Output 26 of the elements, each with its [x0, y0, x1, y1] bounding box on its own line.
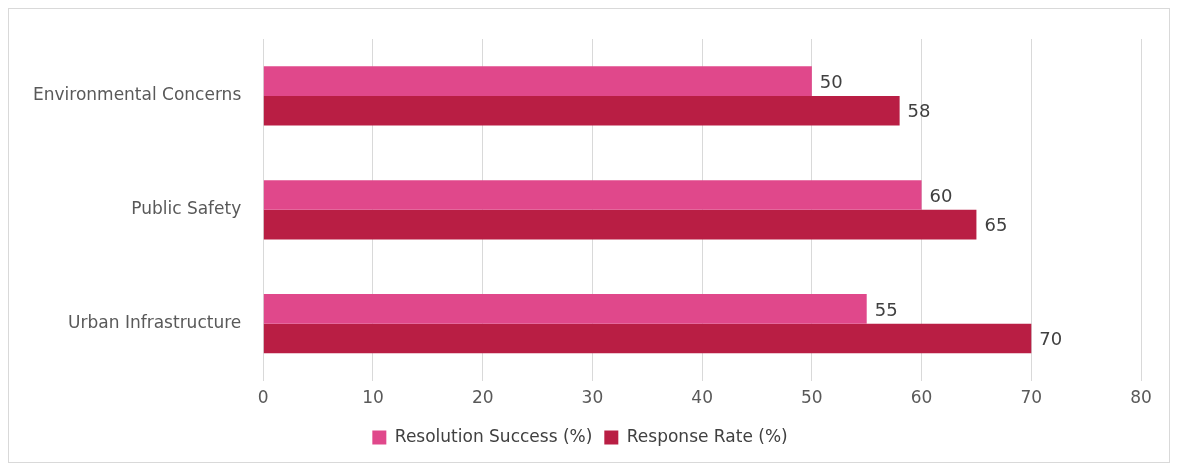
legend-label: Response Rate (%) — [626, 425, 788, 446]
x-tick-label: 80 — [1130, 387, 1152, 408]
x-tick-label: 10 — [362, 387, 384, 408]
legend-label: Resolution Success (%) — [394, 425, 593, 446]
bar — [263, 323, 1032, 354]
data-label: 58 — [907, 100, 931, 122]
bar — [263, 95, 900, 126]
x-tick-label: 30 — [581, 387, 604, 408]
data-label: 65 — [984, 214, 1008, 236]
x-tick-label: 50 — [801, 387, 823, 408]
x-tick-label: 20 — [471, 387, 494, 408]
y-tick-label: Urban Infrastructure — [68, 312, 242, 333]
bar — [263, 66, 812, 96]
x-tick-label: 60 — [910, 387, 933, 408]
x-tick-label: 70 — [1020, 387, 1043, 408]
x-tick-label: 40 — [691, 387, 713, 408]
bar — [263, 209, 977, 240]
data-label: 50 — [819, 70, 843, 92]
y-tick-label: Public Safety — [131, 198, 242, 219]
bar — [263, 180, 922, 210]
data-label: 60 — [929, 184, 953, 206]
data-label: 55 — [874, 298, 898, 320]
x-tick-label: 0 — [257, 387, 269, 408]
data-label: 70 — [1039, 328, 1063, 350]
y-tick-label: Environmental Concerns — [32, 84, 242, 105]
bar — [263, 294, 867, 324]
